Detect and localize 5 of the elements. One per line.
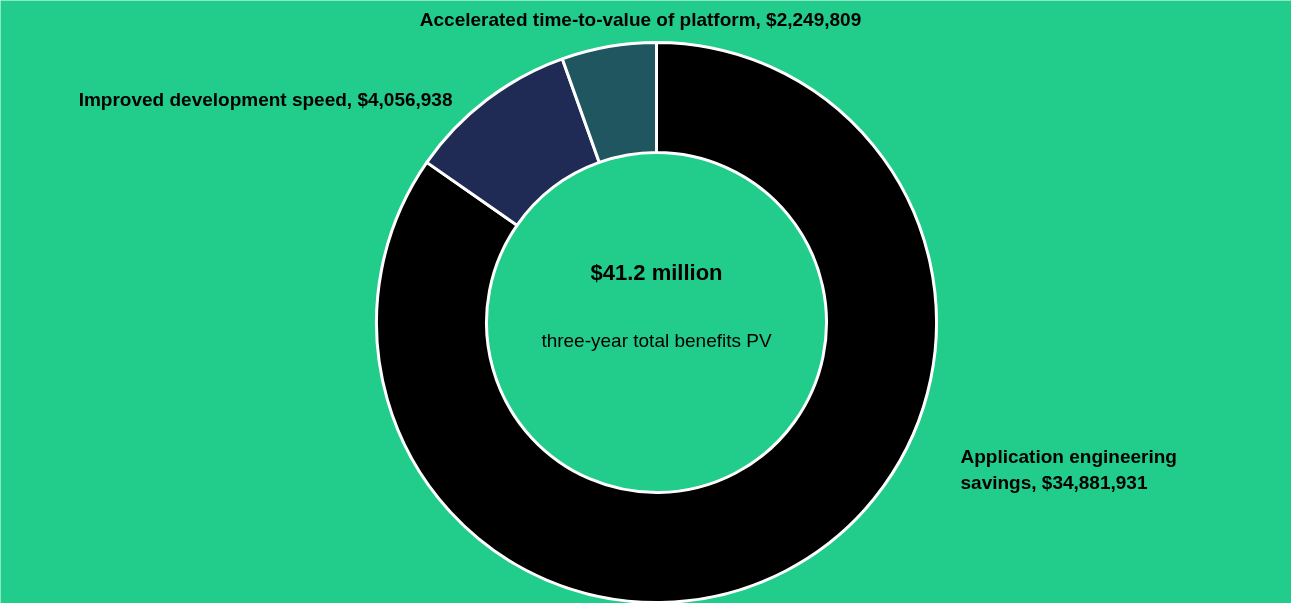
- slice-label: Application engineering savings, $34,881,931: [960, 445, 1177, 493]
- text: three-year total benefits PV: [541, 330, 772, 351]
- slice-label: Accelerated time-to-value of platform, $2,249,809: [419, 8, 862, 30]
- slice-label: Improved development speed, $4,056,938: [78, 88, 453, 110]
- text: $41.2 million: [590, 260, 723, 285]
